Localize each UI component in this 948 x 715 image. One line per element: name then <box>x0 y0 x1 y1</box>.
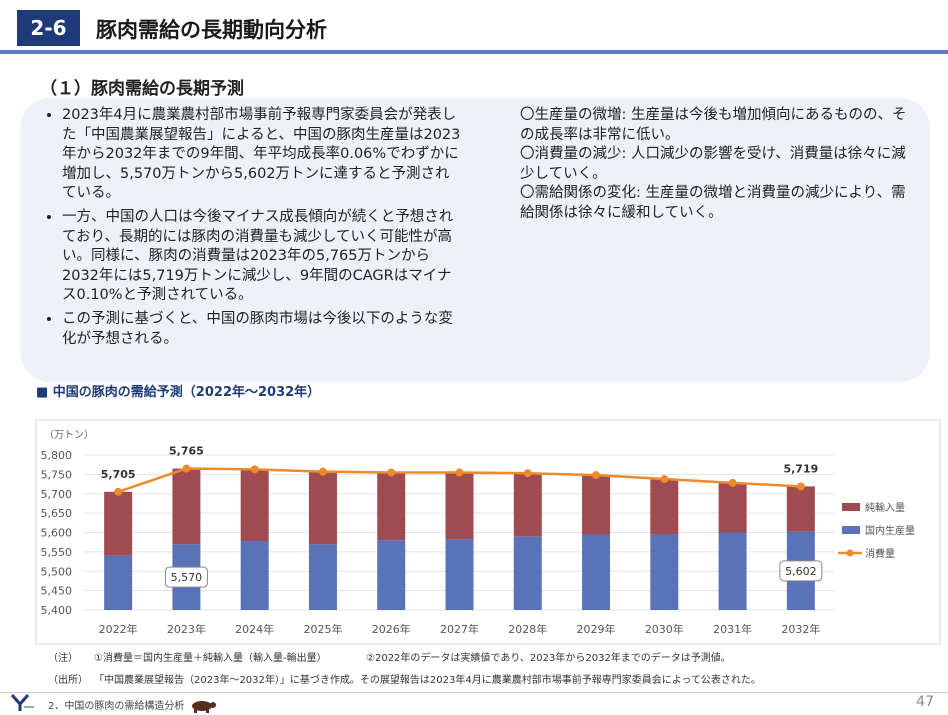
data-label: 5,719 <box>783 462 818 475</box>
data-label-box <box>779 560 823 582</box>
point: 〇消費量の減少: 人口減少の影響を受け、消費量は徐々に減少していく。 <box>520 146 906 182</box>
x-tick-label: 2030年 <box>645 622 684 636</box>
data-label: 5,570 <box>171 571 203 584</box>
source-label: （出所） <box>48 675 88 686</box>
data-label: 5,705 <box>101 468 136 481</box>
point: 〇生産量の微増: 生産量は今後も増加傾向にあるものの、その成長率は非常に低い。 <box>520 107 907 143</box>
bar-segment <box>445 472 474 540</box>
bullet-text: この予測に基づくと、中国の豚肉市場は今後以下のような変化が予想される。 <box>62 310 453 347</box>
header-rule <box>0 50 948 54</box>
notes: （注） ①消費量＝国内生産量＋純輸入量（輸入量-輸出量） ②2022年のデータは実績… <box>48 648 761 692</box>
bar-segment <box>445 539 474 610</box>
bar-segment <box>308 471 337 545</box>
y-tick-label: 5,750 <box>41 468 73 481</box>
bar-segment <box>104 555 133 610</box>
pig-icon <box>191 701 216 713</box>
x-tick-label: 2032年 <box>781 622 820 636</box>
legend-swatch <box>846 549 854 557</box>
body-text: 2023年4月に農業農村部市場事前予報専門家委員会が発表した「中国農業展望報告」… <box>40 106 920 364</box>
legend-swatch <box>842 526 860 534</box>
bar-segment <box>582 534 611 610</box>
bar-segment <box>650 534 679 610</box>
text-panel <box>20 98 930 382</box>
legend-label: 消費量 <box>865 547 895 560</box>
page-title: 豚肉需給の長期動向分析 <box>96 18 327 42</box>
line-point <box>592 471 601 480</box>
x-tick-label: 2022年 <box>99 622 138 636</box>
bar-segment <box>718 482 747 533</box>
y-tick-label: 5,500 <box>41 565 73 578</box>
line-point <box>182 464 191 473</box>
y-tick-label: 5,450 <box>41 585 73 598</box>
note: ①消費量＝国内生産量＋純輸入量（輸入量-輸出量） <box>94 653 327 664</box>
x-tick-label: 2031年 <box>713 622 752 636</box>
section-title: （１）豚肉需給の長期予測 <box>40 79 244 99</box>
bullet: 2023年4月に農業農村部市場事前予報専門家委員会が発表した「中国農業展望報告」… <box>62 106 462 204</box>
x-tick-label: 2023年 <box>167 622 206 636</box>
data-label: 5,765 <box>169 445 204 458</box>
bar-segment <box>240 469 269 542</box>
bar-segment <box>582 475 611 535</box>
data-label: 5,602 <box>785 565 817 578</box>
chart-title: ■ 中国の豚肉の需給予測（2022年～2032年） <box>36 384 320 400</box>
legend-label: 純輸入量 <box>865 501 905 514</box>
footer-rule <box>0 692 948 693</box>
data-label-box <box>164 566 208 588</box>
footer-section: 2．中国の豚肉の需給構造分析 <box>48 697 218 713</box>
bar-segment <box>240 541 269 610</box>
note: ②2022年のデータは実績値であり、2023年から2032年までのデータは予測値… <box>366 653 731 664</box>
x-tick-label: 2027年 <box>440 622 479 636</box>
y-tick-label: 5,600 <box>41 527 73 540</box>
footer-text: 2．中国の豚肉の需給構造分析 <box>48 701 185 712</box>
line-point <box>114 487 123 496</box>
bar-segment <box>377 540 406 610</box>
line-point <box>250 465 259 474</box>
bullet: この予測に基づくと、中国の豚肉市場は今後以下のような変化が予想される。 <box>62 310 462 349</box>
line-point <box>455 468 464 477</box>
logo <box>10 694 34 711</box>
bar-segment <box>786 486 815 532</box>
y-tick-label: 5,700 <box>41 488 73 501</box>
bar-segment <box>513 473 542 537</box>
x-tick-label: 2025年 <box>303 622 342 636</box>
legend-label: 国内生産量 <box>865 524 915 537</box>
line-point <box>318 467 327 476</box>
legend-swatch <box>842 503 860 511</box>
x-tick-label: 2028年 <box>508 622 547 636</box>
bar-segment <box>104 491 133 556</box>
section-number: 2-6 <box>17 10 80 46</box>
x-tick-label: 2026年 <box>372 622 411 636</box>
bar-segment <box>650 479 679 535</box>
x-tick-label: 2024年 <box>235 622 274 636</box>
chart: ■ 中国の豚肉の需給予測（2022年～2032年） （万トン） 5,400 5,4… <box>35 384 941 645</box>
y-tick-label: 5,650 <box>41 507 73 520</box>
point: 〇需給関係の変化: 生産量の微増と消費量の減少により、需給関係は徐々に緩和してい… <box>520 185 906 221</box>
page-number: 47 <box>916 694 934 710</box>
x-tick-label: 2029年 <box>577 622 616 636</box>
y-tick-label: 5,550 <box>41 546 73 559</box>
y-tick-label: 5,800 <box>41 449 73 462</box>
line-point <box>660 475 669 484</box>
bar-segment <box>513 536 542 610</box>
bullet: 一方、中国の人口は今後マイナス成長傾向が続くと予想されており、長期的には豚肉の消… <box>62 208 462 306</box>
bar-segment <box>377 472 406 541</box>
bar-segment <box>718 532 747 610</box>
bar-segment <box>172 468 201 545</box>
note-label: （注） <box>48 653 78 664</box>
y-tick-label: 5,400 <box>41 604 73 617</box>
line-point <box>728 478 737 487</box>
bar-segment <box>308 544 337 610</box>
source: 「中国農業展望報告（2023年～2032年）」に基づき作成。その展望報告は202… <box>94 675 761 686</box>
line-point <box>796 482 805 491</box>
line-point <box>523 469 532 478</box>
line-point <box>387 468 396 477</box>
y-axis-label: （万トン） <box>44 429 94 441</box>
